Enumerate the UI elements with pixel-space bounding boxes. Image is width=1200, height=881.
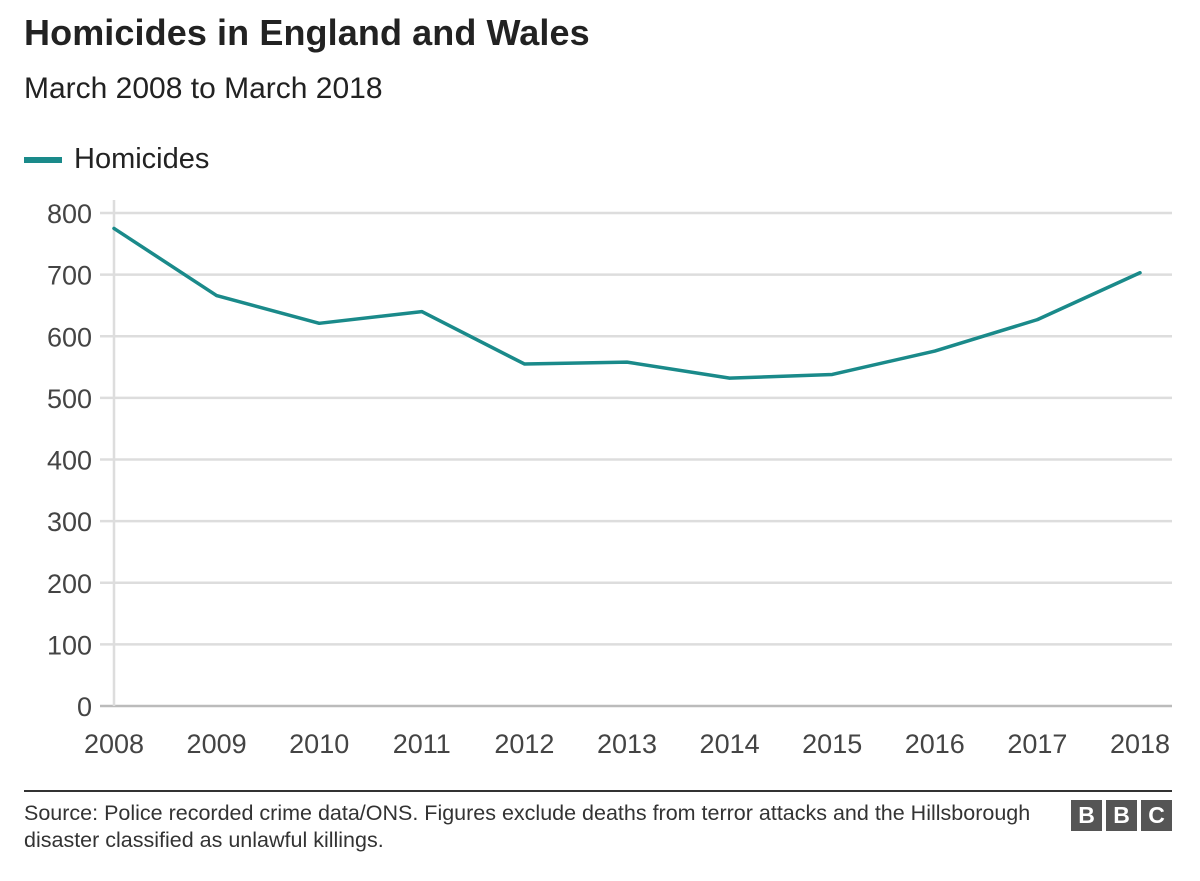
x-tick-label: 2008: [84, 729, 144, 759]
y-tick-label: 400: [47, 446, 92, 476]
x-tick-label: 2015: [802, 729, 862, 759]
x-tick-label: 2010: [289, 729, 349, 759]
data-point: [215, 294, 219, 298]
chart-title: Homicides in England and Wales: [24, 12, 590, 53]
data-point: [522, 362, 526, 366]
y-tick-label: 200: [47, 569, 92, 599]
data-point: [1035, 318, 1039, 322]
x-tick-label: 2011: [393, 729, 451, 759]
data-point: [420, 310, 424, 314]
y-tick-label: 600: [47, 322, 92, 352]
bbc-logo-letter: B: [1071, 800, 1102, 831]
legend-label: Homicides: [74, 143, 210, 175]
bbc-logo-letter: B: [1106, 800, 1137, 831]
x-tick-label: 2016: [905, 729, 965, 759]
x-tick-label: 2009: [187, 729, 247, 759]
y-tick-label: 800: [47, 199, 92, 229]
gridlines: [100, 211, 1172, 646]
bbc-logo: B B C: [1071, 800, 1172, 831]
x-tick-label: 2017: [1007, 729, 1067, 759]
legend: Homicides: [24, 143, 209, 176]
tick-labels: 0 100 200 300 400 500 600 700 800 2008 2009 2010 201…: [47, 199, 1170, 759]
y-tick-label: 700: [47, 261, 92, 291]
source-divider: [24, 790, 1172, 792]
series: [112, 226, 1142, 380]
bbc-logo-letter: C: [1141, 800, 1172, 831]
legend-swatch: [24, 156, 62, 163]
y-tick-label: 0: [77, 692, 92, 722]
x-tick-label: 2013: [597, 729, 657, 759]
y-tick-label: 300: [47, 507, 92, 537]
x-tick-label: 2018: [1110, 729, 1170, 759]
axes: [100, 200, 1172, 708]
y-tick-label: 100: [47, 630, 92, 660]
source-note: Source: Police recorded crime data/ONS. …: [24, 801, 1031, 852]
data-point: [112, 226, 116, 230]
x-tick-label: 2012: [494, 729, 554, 759]
data-point: [625, 360, 629, 364]
line-chart: 0 100 200 300 400 500 600 700 800 2008 2009 2010 201…: [47, 199, 1172, 759]
data-point: [1138, 271, 1142, 275]
data-point: [317, 321, 321, 325]
data-point: [830, 372, 834, 376]
data-point: [728, 376, 732, 380]
chart-subtitle: March 2008 to March 2018: [24, 72, 383, 105]
data-point: [933, 349, 937, 353]
y-tick-label: 500: [47, 384, 92, 414]
x-tick-label: 2014: [700, 729, 760, 759]
series-line-homicides: [112, 226, 1142, 380]
